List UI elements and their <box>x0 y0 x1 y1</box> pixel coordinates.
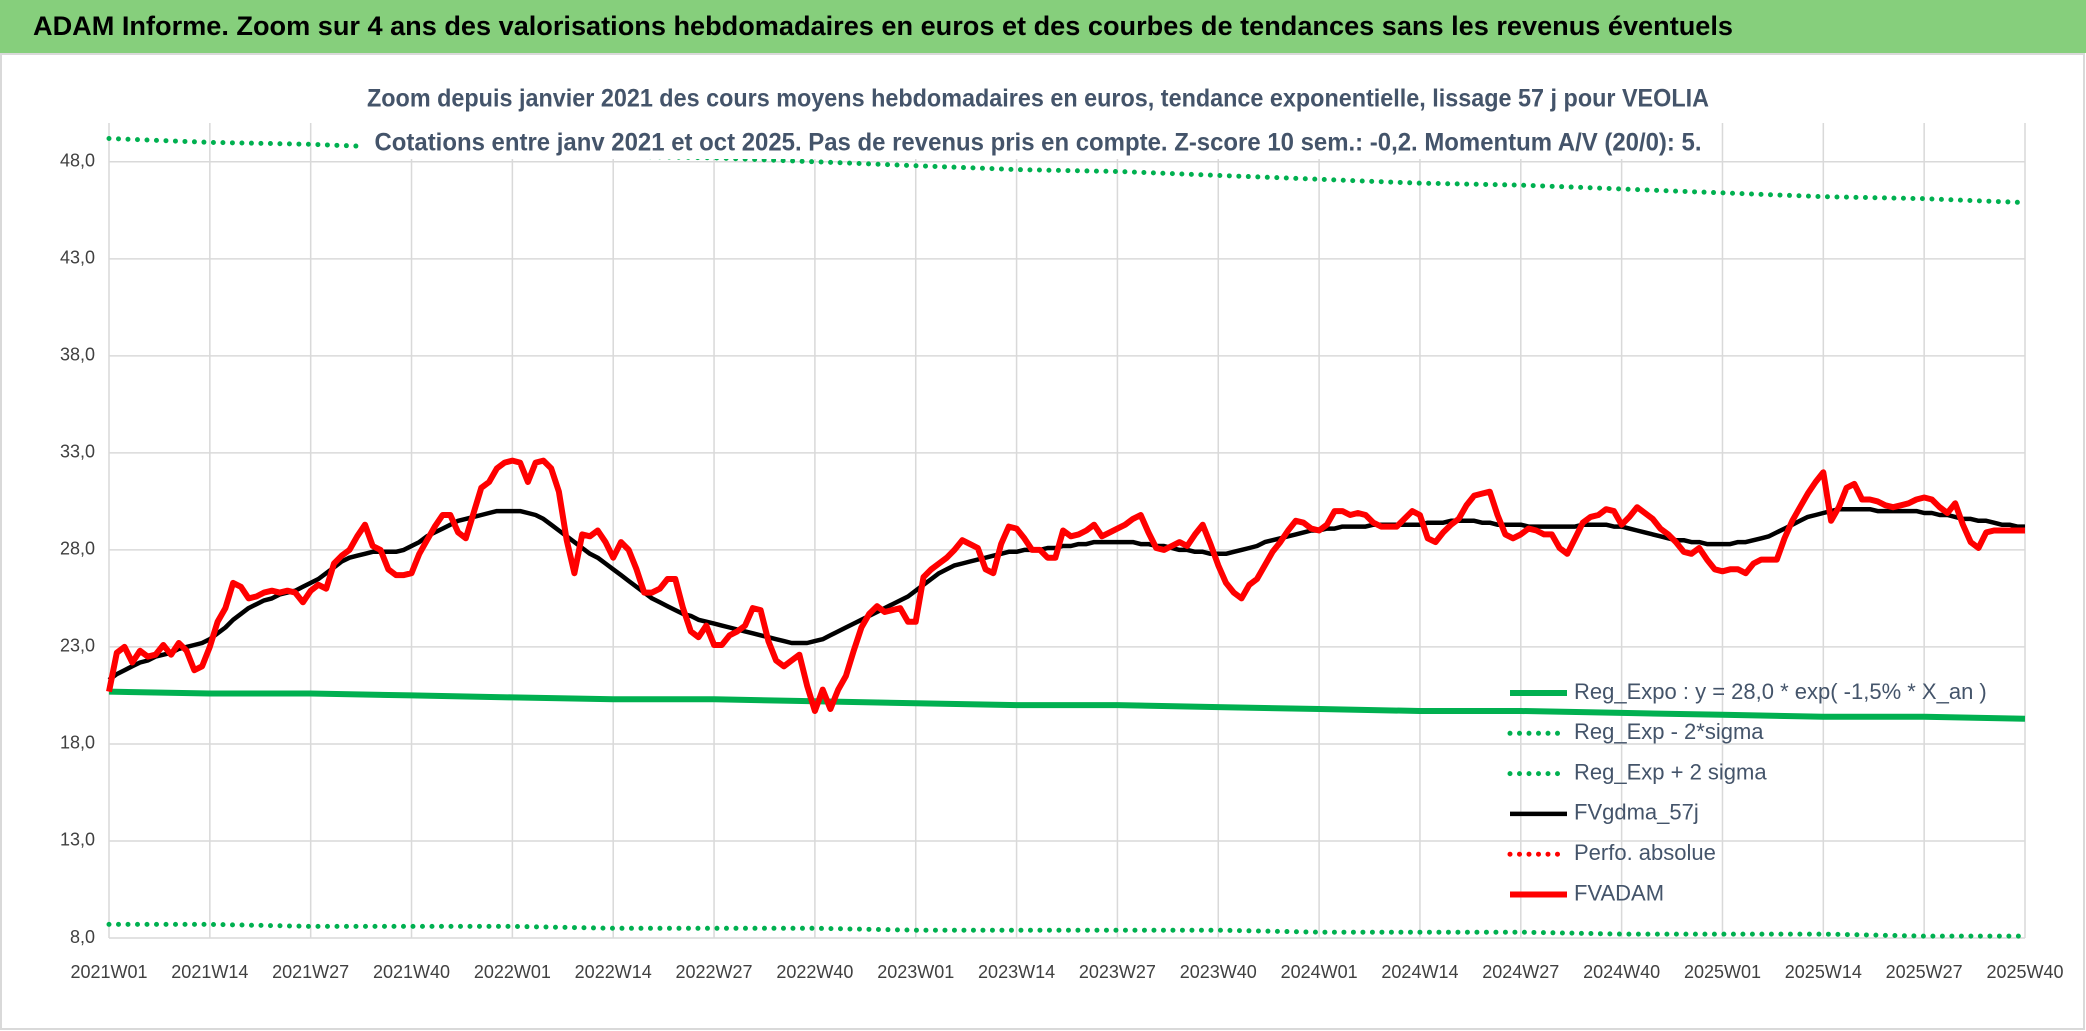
x-tick-label: 2023W40 <box>1180 962 1257 982</box>
x-tick-label: 2025W01 <box>1684 962 1761 982</box>
y-tick-label: 28,0 <box>60 539 95 559</box>
x-tick-label: 2025W14 <box>1785 962 1862 982</box>
y-tick-label: 8,0 <box>70 927 95 947</box>
x-tick-label: 2025W27 <box>1886 962 1963 982</box>
header-bar <box>0 0 2086 53</box>
y-tick-label: 33,0 <box>60 442 95 462</box>
legend-label: Reg_Exp - 2*sigma <box>1574 719 1764 744</box>
x-tick-label: 2021W01 <box>70 962 147 982</box>
legend: Reg_Expo : y = 28,0 * exp( -1,5% * X_an … <box>1507 679 1987 905</box>
series-line <box>106 136 2028 206</box>
legend-label: Reg_Expo : y = 28,0 * exp( -1,5% * X_an … <box>1574 679 1987 704</box>
x-tick-label: 2023W27 <box>1079 962 1156 982</box>
x-tick-label: 2021W27 <box>272 962 349 982</box>
x-tick-label: 2021W14 <box>171 962 248 982</box>
legend-label: Reg_Exp + 2 sigma <box>1574 759 1767 784</box>
chart-subtitle: Cotations entre janv 2021 et oct 2025. P… <box>375 129 1702 157</box>
x-tick-label: 2024W14 <box>1381 962 1458 982</box>
x-tick-label: 2021W40 <box>373 962 450 982</box>
x-tick-label: 2024W40 <box>1583 962 1660 982</box>
y-tick-label: 23,0 <box>60 636 95 656</box>
x-tick-label: 2024W01 <box>1281 962 1358 982</box>
plot-area: 8,0 13,0 18,0 23,0 28,0 33,0 38,0 43,0 48,0 2021W… <box>60 123 2064 982</box>
series-line <box>106 457 2025 714</box>
x-tick-label: 2022W27 <box>676 962 753 982</box>
x-tick-label: 2023W14 <box>978 962 1055 982</box>
x-tick-label: 2024W27 <box>1482 962 1559 982</box>
y-tick-label: 48,0 <box>60 151 95 171</box>
header-title: ADAM Informe. Zoom sur 4 ans des valoris… <box>33 11 1733 41</box>
series-line <box>106 921 2028 939</box>
x-tick-label: 2022W40 <box>776 962 853 982</box>
y-tick-label: 43,0 <box>60 248 95 268</box>
y-tick-label: 38,0 <box>60 345 95 365</box>
x-tick-label: 2025W40 <box>1986 962 2063 982</box>
subtitle-background <box>360 123 1716 159</box>
y-tick-label: 13,0 <box>60 830 95 850</box>
frame <box>0 53 2085 1030</box>
legend-label: FVgdma_57j <box>1574 800 1699 825</box>
x-tick-label: 2022W01 <box>474 962 551 982</box>
x-tick-label: 2023W01 <box>877 962 954 982</box>
series-line <box>108 688 2026 722</box>
legend-label: FVADAM <box>1574 880 1664 905</box>
chart-title: Zoom depuis janvier 2021 des cours moyen… <box>367 85 1709 113</box>
legend-label: Perfo. absolue <box>1574 840 1716 865</box>
x-tick-label: 2022W14 <box>575 962 652 982</box>
y-tick-label: 18,0 <box>60 733 95 753</box>
